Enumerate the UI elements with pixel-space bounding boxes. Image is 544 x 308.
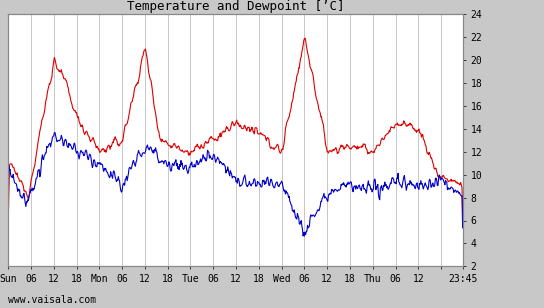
Text: www.vaisala.com: www.vaisala.com	[8, 295, 96, 305]
Title: Temperature and Dewpoint [’C]: Temperature and Dewpoint [’C]	[127, 0, 344, 13]
